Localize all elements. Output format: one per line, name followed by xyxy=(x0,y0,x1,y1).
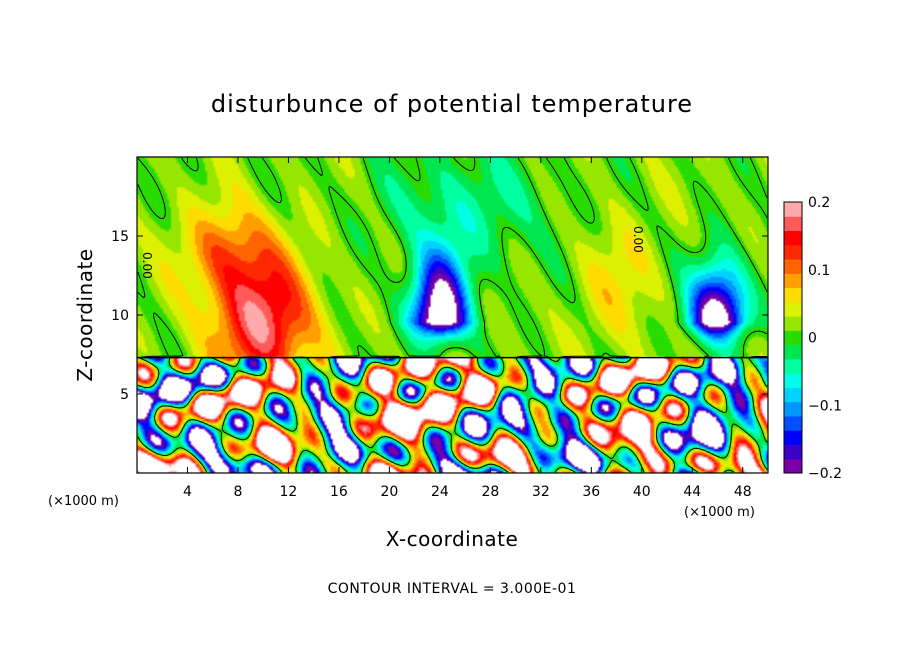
contour-label: 0.00 xyxy=(631,226,645,253)
colorbar-tick-label: −0.1 xyxy=(808,398,842,414)
temperature-field xyxy=(137,157,768,473)
colorbar-swatch xyxy=(784,301,802,317)
colorbar-swatch xyxy=(784,202,802,217)
colorbar-swatch xyxy=(784,344,802,360)
colorbar-swatch xyxy=(784,259,802,274)
colorbar-swatch xyxy=(784,216,802,232)
colorbar-tick-label: 0.1 xyxy=(808,263,830,279)
x-tick-label: 36 xyxy=(582,484,600,500)
y-tick-label: 5 xyxy=(120,387,129,403)
colorbar-swatch xyxy=(784,316,802,331)
plot-area xyxy=(137,157,768,473)
colorbar-tick-label: 0.2 xyxy=(808,195,830,211)
x-tick-label: 8 xyxy=(233,484,242,500)
x-tick-label: 20 xyxy=(380,484,398,500)
y-axis: 5 10 15 xyxy=(111,229,768,403)
colorbar-tick-label: −0.2 xyxy=(808,466,842,482)
y-tick-label: 10 xyxy=(111,308,129,324)
x-tick-label: 28 xyxy=(481,484,499,500)
colorbar-swatch xyxy=(784,415,802,431)
colorbar: 0.2 0.1 0 −0.1 −0.2 xyxy=(783,195,842,482)
colorbar-swatch xyxy=(784,401,802,417)
colorbar-swatch xyxy=(784,387,802,403)
colorbar-frame xyxy=(783,201,803,474)
colorbar-swatch xyxy=(784,373,802,388)
zero-contour xyxy=(137,157,768,473)
x-unit-left: (×1000 m) xyxy=(48,494,119,509)
contour-interval-note: CONTOUR INTERVAL = 3.000E-01 xyxy=(328,581,577,597)
x-axis: 4 8 12 16 20 24 28 32 36 40 44 48 xyxy=(183,157,752,500)
colorbar-swatch xyxy=(784,244,802,260)
y-tick-label: 15 xyxy=(111,229,129,245)
x-tick-label: 48 xyxy=(734,484,752,500)
contour-label: 0.00 xyxy=(140,252,154,279)
colorbar-swatch xyxy=(784,287,802,303)
y-axis-label: Z-coordinate xyxy=(73,248,97,381)
colorbar-swatch xyxy=(784,330,802,346)
contour-lines xyxy=(137,157,768,473)
chart-title: disturbunce of potential temperature xyxy=(211,90,693,118)
colorbar-swatch xyxy=(784,430,802,445)
colorbar-swatch xyxy=(784,273,802,289)
colorbar-swatch xyxy=(784,458,802,474)
x-axis-label: X-coordinate xyxy=(386,527,519,551)
x-tick-label: 40 xyxy=(633,484,651,500)
colorbar-swatch xyxy=(784,358,802,374)
x-tick-label: 32 xyxy=(532,484,550,500)
colorbar-swatch xyxy=(784,444,802,460)
x-tick-label: 12 xyxy=(280,484,298,500)
x-tick-label: 24 xyxy=(431,484,449,500)
x-tick-label: 44 xyxy=(683,484,701,500)
x-tick-label: 16 xyxy=(330,484,348,500)
colorbar-swatch xyxy=(784,230,802,246)
x-tick-label: 4 xyxy=(183,484,192,500)
colorbar-tick-label: 0 xyxy=(808,331,817,347)
x-unit-right: (×1000 m) xyxy=(684,505,755,520)
